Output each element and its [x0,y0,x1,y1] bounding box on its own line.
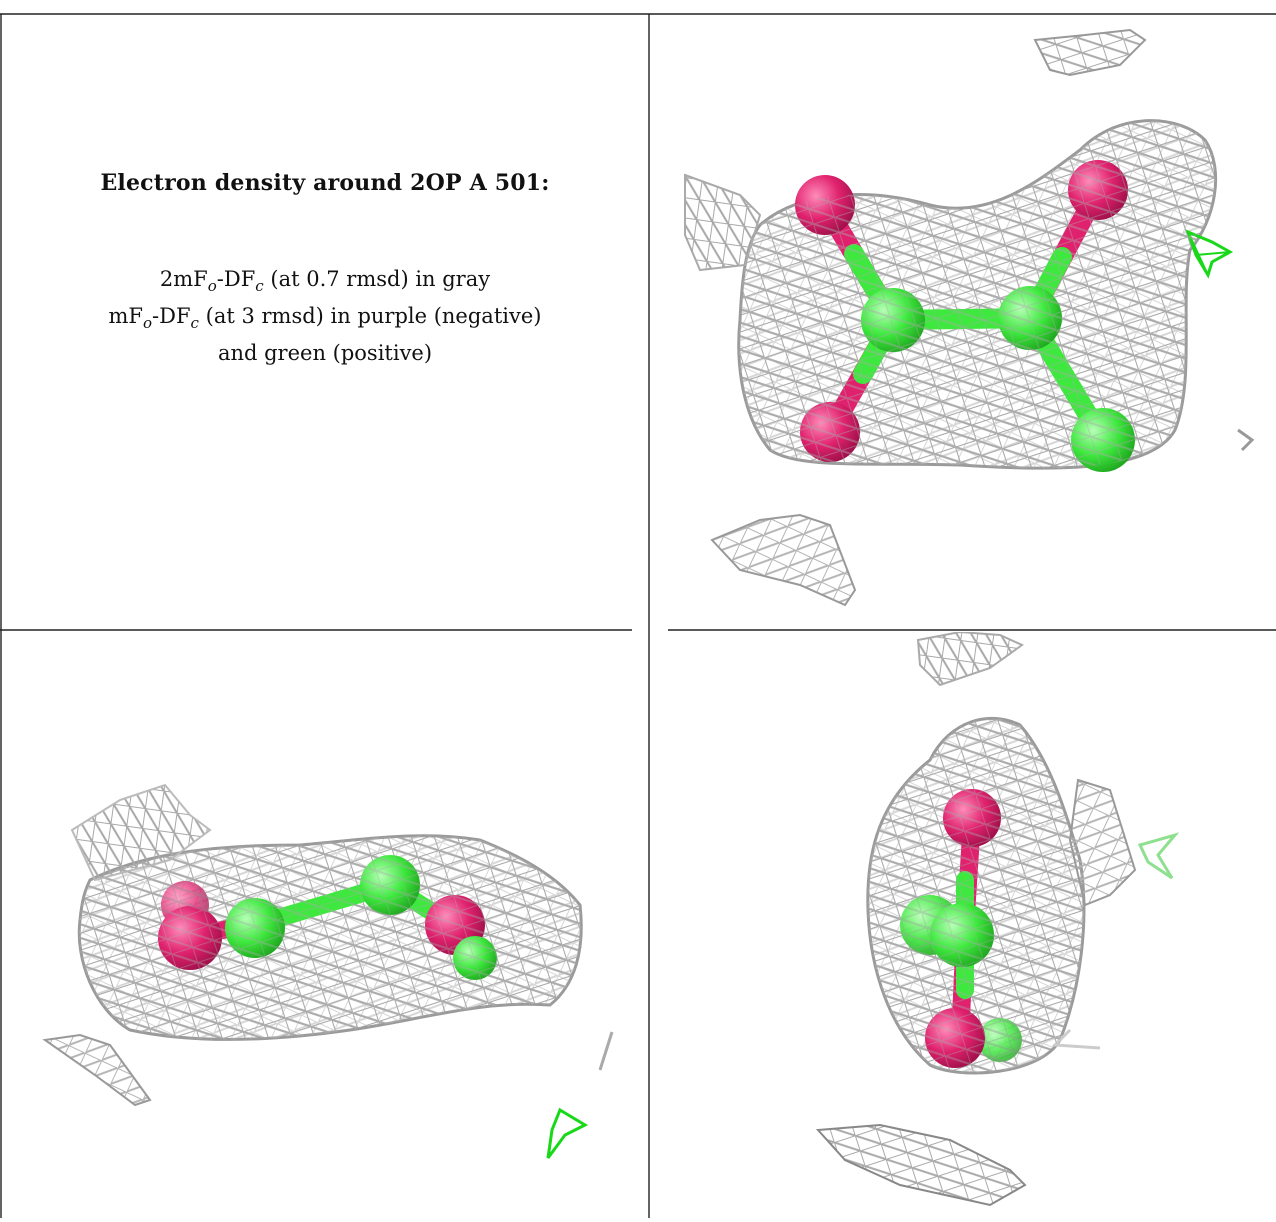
panel-top-right [684,28,1255,607]
legend-line-2: mFo-DFc (at 3 rmsd) in purple (negative) [108,304,542,333]
panel-grid [0,13,1276,1218]
density-mesh-fragment [916,632,1024,687]
panel-bottom-left [42,783,614,1159]
density-mesh-fragment [815,1123,1027,1207]
density-mesh-fragment [684,173,762,272]
positive-density-blob [1137,832,1180,880]
panel-bottom-right [815,632,1180,1207]
density-mesh-fragment [1033,28,1147,77]
caption-panel: Electron density around 2OP A 501: 2mFo-… [20,170,630,368]
legend-line-3: and green (positive) [217,341,433,366]
figure-title: Electron density around 2OP A 501: [100,170,550,196]
density-mesh-fragment [42,1033,152,1107]
legend-line-1: 2mFo-DFc (at 0.7 rmsd) in gray [159,267,491,296]
positive-density-blob [546,1107,589,1159]
density-mesh-fragment [710,513,857,607]
